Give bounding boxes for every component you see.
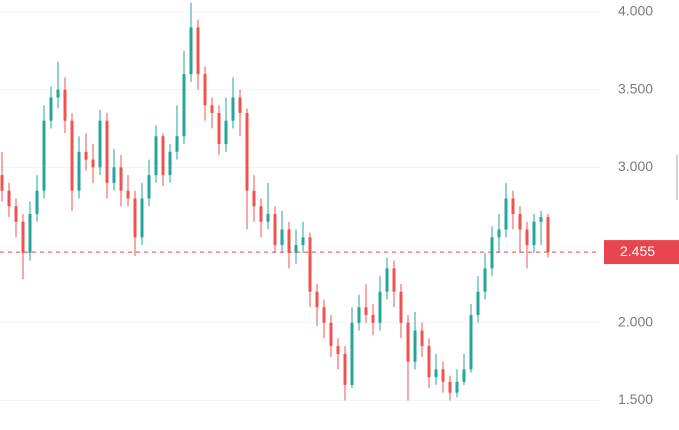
candle-body	[280, 229, 284, 246]
candle-body	[35, 190, 39, 214]
candle-body	[455, 381, 459, 393]
candle-body	[196, 27, 200, 75]
candle-body	[161, 136, 165, 176]
candle-body	[504, 198, 508, 230]
candle-body	[490, 237, 494, 269]
candle-body	[434, 369, 438, 378]
candle-body	[140, 198, 144, 238]
candle-body	[483, 268, 487, 292]
candle-body	[350, 322, 354, 385]
candle-body	[385, 268, 389, 292]
candle-body	[77, 151, 81, 191]
candle-body	[357, 307, 361, 323]
candle-body	[98, 120, 102, 168]
candle-body	[231, 97, 235, 121]
candle-body	[0, 175, 4, 191]
candle-body	[301, 237, 305, 246]
candle-body	[91, 159, 95, 168]
candle-body	[84, 151, 88, 160]
candle-body	[238, 97, 242, 113]
candle-body	[497, 229, 501, 238]
candle-body	[539, 217, 543, 222]
candle-body	[14, 206, 18, 222]
y-tick-label: 4.000	[618, 3, 653, 19]
candle-body	[532, 221, 536, 246]
candle-body	[203, 74, 207, 106]
candle-body	[42, 120, 46, 191]
candle-body	[273, 213, 277, 246]
candle-body	[70, 120, 74, 191]
candle-body	[525, 229, 529, 246]
candle-body	[420, 330, 424, 347]
scrollbar	[676, 155, 678, 200]
candle-body	[252, 190, 256, 207]
candle-body	[147, 175, 151, 199]
candle-body	[224, 120, 228, 145]
candle-body	[378, 291, 382, 323]
last-price-label: 2.455	[620, 243, 655, 259]
candle-body	[511, 198, 515, 214]
candle-body	[427, 346, 431, 378]
candle-body	[518, 213, 522, 230]
candle-body	[21, 221, 25, 253]
candle-body	[63, 89, 67, 121]
candle-body	[154, 136, 158, 176]
candle-body	[175, 136, 179, 152]
candle-body	[287, 229, 291, 253]
candle-body	[441, 369, 445, 382]
candle-body	[448, 381, 452, 393]
candle-body	[126, 190, 130, 199]
candle-body	[462, 369, 466, 382]
candle-body	[399, 291, 403, 323]
candle-body	[413, 330, 417, 362]
candle-body	[217, 112, 221, 145]
candle-body	[266, 213, 270, 222]
candle-body	[336, 346, 340, 354]
candle-body	[329, 322, 333, 347]
candle-body	[469, 315, 473, 370]
candle-body	[406, 322, 410, 362]
candle-body	[546, 217, 550, 253]
candle-body	[259, 206, 263, 222]
last-price-box	[604, 240, 679, 265]
candle-body	[105, 120, 109, 183]
candle-body	[322, 307, 326, 323]
candle-body	[392, 268, 396, 292]
candle-body	[56, 89, 60, 98]
candle-body	[308, 237, 312, 292]
y-tick-label: 3.500	[618, 80, 653, 96]
candle-body	[7, 190, 11, 207]
candle-body	[371, 315, 375, 323]
candle-body	[49, 97, 53, 121]
candle-body	[343, 353, 347, 385]
candle-body	[364, 307, 368, 316]
candle-body	[189, 27, 193, 75]
candle-body	[476, 291, 480, 316]
candle-body	[28, 213, 32, 253]
y-tick-label: 2.000	[618, 313, 653, 329]
y-tick-label: 3.000	[618, 158, 653, 174]
candle-body	[112, 167, 116, 183]
candle-body	[119, 167, 123, 191]
candle-body	[133, 198, 137, 238]
y-tick-label: 1.500	[618, 391, 653, 407]
candle-body	[245, 112, 249, 191]
candle-body	[315, 291, 319, 308]
candle-body	[182, 74, 186, 137]
candle-body	[294, 245, 298, 253]
candle-body	[210, 105, 214, 113]
candle-body	[168, 151, 172, 176]
